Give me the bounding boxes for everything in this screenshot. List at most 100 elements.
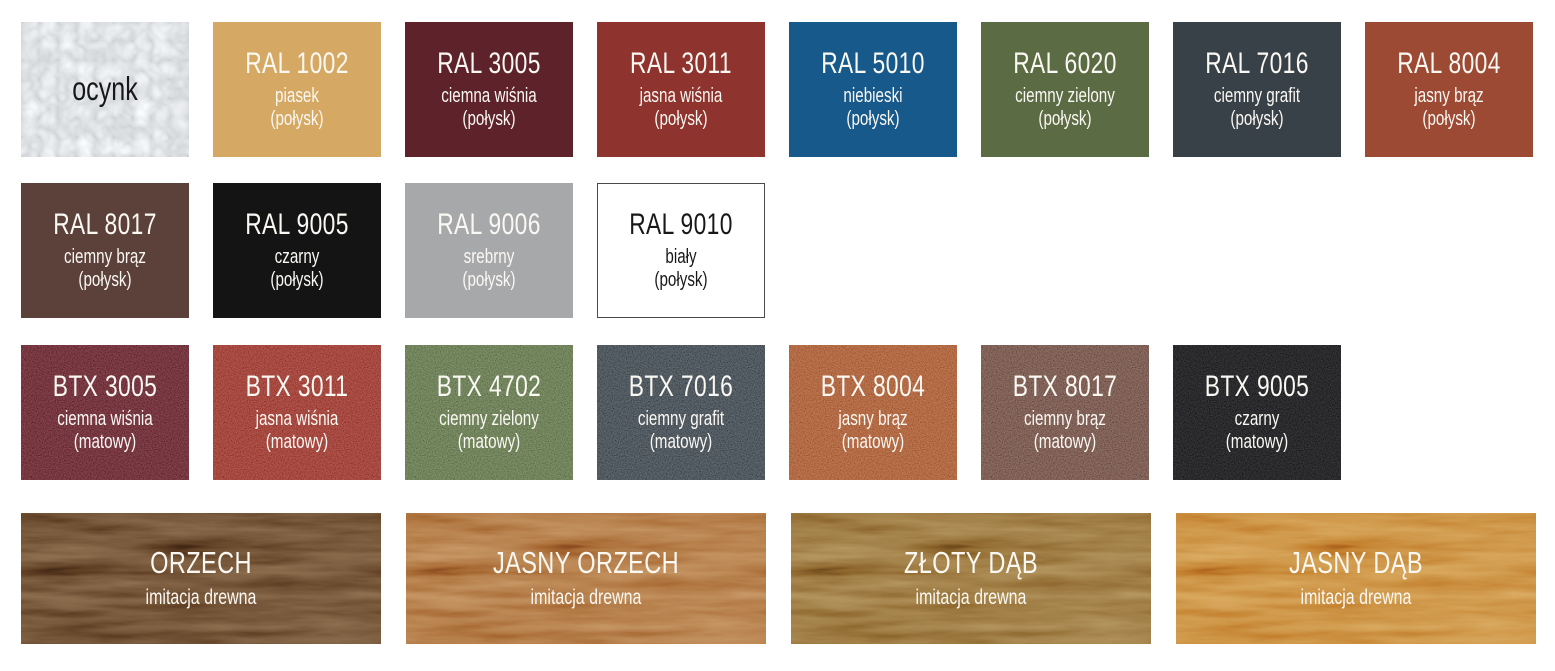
swatch-btx-7016: BTX 7016 ciemny grafit (matowy) [597, 345, 765, 480]
color-code-label: JASNY ORZECH [492, 545, 680, 581]
galvanized-texture [21, 22, 189, 157]
finish-label: (matowy) [1033, 431, 1097, 454]
color-name-label: imitacja drewna [145, 585, 257, 609]
matte-speckle-texture [21, 345, 189, 480]
color-name-label: ciemny zielony [439, 407, 539, 430]
color-code-label: BTX 8004 [820, 370, 926, 404]
finish-label: (połysk) [462, 269, 516, 292]
finish-label: (połysk) [654, 269, 708, 292]
palette-row-wood: ORZECH imitacja drewna JASNY ORZECH imit… [0, 513, 1555, 644]
finish-label: (matowy) [265, 431, 329, 454]
swatch-ral-3011: RAL 3011 jasna wiśnia (połysk) [597, 22, 765, 157]
color-code-label: ocynk [72, 70, 138, 108]
swatch-btx-3011: BTX 3011 jasna wiśnia (matowy) [213, 345, 381, 480]
finish-label: (matowy) [73, 431, 137, 454]
color-name-label: jasny brąz [838, 407, 908, 430]
color-code-label: RAL 9006 [437, 208, 541, 242]
finish-label: (połysk) [846, 108, 900, 131]
color-name-label: ciemna wiśnia [57, 407, 153, 430]
color-name-label: srebrny [463, 245, 515, 268]
finish-label: (matowy) [457, 431, 521, 454]
color-code-label: JASNY DĄB [1289, 545, 1423, 581]
color-name-label: ciemny grafit [1213, 84, 1301, 107]
matte-speckle-texture [597, 345, 765, 480]
swatch-ral-9010: RAL 9010 biały (połysk) [597, 183, 765, 318]
color-code-label: ZŁOTY DĄB [904, 545, 1038, 581]
color-name-label: piasek [275, 84, 319, 107]
color-code-label: BTX 8017 [1012, 370, 1118, 404]
color-name-label: czarny [274, 245, 320, 268]
color-name-label: imitacja drewna [915, 585, 1027, 609]
swatch-btx-9005: BTX 9005 czarny (matowy) [1173, 345, 1341, 480]
finish-label: (matowy) [649, 431, 713, 454]
color-name-label: ciemny brąz [1024, 407, 1106, 430]
color-code-label: RAL 7016 [1205, 47, 1309, 81]
matte-speckle-texture [981, 345, 1149, 480]
color-name-label: czarny [1234, 407, 1280, 430]
finish-label: (połysk) [270, 269, 324, 292]
color-code-label: BTX 4702 [436, 370, 542, 404]
palette-row-gloss-1: ocynk RAL 1002 piasek (połysk) RAL 3005 … [0, 22, 1555, 157]
swatch-ral-1002: RAL 1002 piasek (połysk) [213, 22, 381, 157]
color-code-label: BTX 9005 [1204, 370, 1310, 404]
palette-row-matte: BTX 3005 ciemna wiśnia (matowy) BTX 3011… [0, 345, 1555, 480]
color-code-label: BTX 7016 [628, 370, 734, 404]
color-name-label: ciemny zielony [1015, 84, 1115, 107]
color-name-label: niebieski [843, 84, 903, 107]
finish-label: (matowy) [1225, 431, 1289, 454]
matte-speckle-texture [1173, 345, 1341, 480]
swatch-ral-8004: RAL 8004 jasny brąz (połysk) [1365, 22, 1533, 157]
wood-grain-texture [21, 513, 381, 644]
swatch-ral-9005: RAL 9005 czarny (połysk) [213, 183, 381, 318]
swatch-ral-7016: RAL 7016 ciemny grafit (połysk) [1173, 22, 1341, 157]
finish-label: (połysk) [462, 108, 516, 131]
finish-label: (połysk) [654, 108, 708, 131]
color-palette: ocynk RAL 1002 piasek (połysk) RAL 3005 … [0, 22, 1555, 671]
swatch-jasny-dab: JASNY DĄB imitacja drewna [1176, 513, 1536, 644]
swatch-btx-4702: BTX 4702 ciemny zielony (matowy) [405, 345, 573, 480]
color-name-label: jasny brąz [1414, 84, 1484, 107]
color-code-label: RAL 9010 [629, 208, 733, 242]
color-code-label: RAL 6020 [1013, 47, 1117, 81]
finish-label: (połysk) [78, 269, 132, 292]
color-code-label: RAL 8017 [53, 208, 157, 242]
finish-label: (połysk) [270, 108, 324, 131]
swatch-ral-6020: RAL 6020 ciemny zielony (połysk) [981, 22, 1149, 157]
color-name-label: ciemna wiśnia [441, 84, 537, 107]
swatch-ocynk: ocynk [21, 22, 189, 157]
color-name-label: biały [665, 245, 697, 268]
color-name-label: ciemny grafit [637, 407, 725, 430]
swatch-ral-8017: RAL 8017 ciemny brąz (połysk) [21, 183, 189, 318]
swatch-ral-5010: RAL 5010 niebieski (połysk) [789, 22, 957, 157]
matte-speckle-texture [789, 345, 957, 480]
finish-label: (połysk) [1038, 108, 1092, 131]
swatch-ral-9006: RAL 9006 srebrny (połysk) [405, 183, 573, 318]
color-name-label: jasna wiśnia [255, 407, 339, 430]
color-code-label: RAL 9005 [245, 208, 349, 242]
color-code-label: RAL 1002 [245, 47, 349, 81]
matte-speckle-texture [405, 345, 573, 480]
color-name-label: imitacja drewna [530, 585, 642, 609]
color-code-label: BTX 3005 [52, 370, 158, 404]
color-name-label: imitacja drewna [1300, 585, 1412, 609]
color-code-label: BTX 3011 [245, 370, 349, 404]
wood-grain-texture [406, 513, 766, 644]
swatch-btx-8017: BTX 8017 ciemny brąz (matowy) [981, 345, 1149, 480]
color-code-label: RAL 8004 [1397, 47, 1501, 81]
swatch-zloty-dab: ZŁOTY DĄB imitacja drewna [791, 513, 1151, 644]
swatch-orzech: ORZECH imitacja drewna [21, 513, 381, 644]
color-name-label: ciemny brąz [64, 245, 146, 268]
swatch-btx-8004: BTX 8004 jasny brąz (matowy) [789, 345, 957, 480]
color-code-label: RAL 3005 [437, 47, 541, 81]
finish-label: (połysk) [1422, 108, 1476, 131]
palette-row-gloss-2: RAL 8017 ciemny brąz (połysk) RAL 9005 c… [0, 183, 1555, 318]
wood-grain-texture [1176, 513, 1536, 644]
finish-label: (matowy) [841, 431, 905, 454]
color-code-label: ORZECH [150, 545, 252, 581]
swatch-jasny-orzech: JASNY ORZECH imitacja drewna [406, 513, 766, 644]
color-code-label: RAL 3011 [630, 47, 732, 81]
finish-label: (połysk) [1230, 108, 1284, 131]
swatch-btx-3005: BTX 3005 ciemna wiśnia (matowy) [21, 345, 189, 480]
matte-speckle-texture [213, 345, 381, 480]
swatch-ral-3005: RAL 3005 ciemna wiśnia (połysk) [405, 22, 573, 157]
